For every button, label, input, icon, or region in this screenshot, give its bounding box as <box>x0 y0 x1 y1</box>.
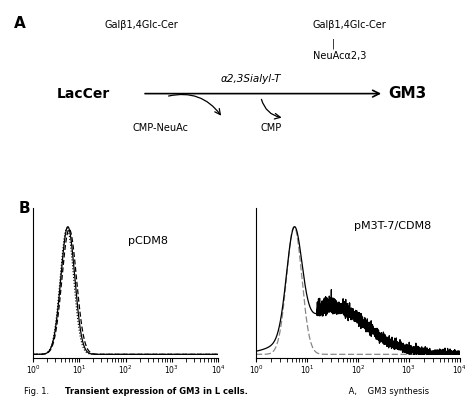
Text: Galβ1,4Glc-Cer: Galβ1,4Glc-Cer <box>104 20 178 31</box>
Text: GM3: GM3 <box>389 86 427 101</box>
Text: |: | <box>332 39 335 49</box>
Text: α2,3Sialyl-T: α2,3Sialyl-T <box>221 74 282 84</box>
Text: B: B <box>19 201 31 217</box>
Text: GM3 synthesis: GM3 synthesis <box>365 387 429 396</box>
Text: Transient expression of GM3 in L cells.: Transient expression of GM3 in L cells. <box>62 387 247 396</box>
Text: Galβ1,4Glc-Cer: Galβ1,4Glc-Cer <box>313 20 387 31</box>
Text: LacCer: LacCer <box>57 87 110 101</box>
Text: CMP: CMP <box>261 123 282 133</box>
Text: Fig. 1.: Fig. 1. <box>24 387 49 396</box>
Text: CMP-NeuAc: CMP-NeuAc <box>133 123 189 133</box>
Text: pCDM8: pCDM8 <box>128 236 168 246</box>
Text: A: A <box>14 16 26 31</box>
Text: NeuAcα2,3: NeuAcα2,3 <box>313 51 366 61</box>
Text: pM3T-7/CDM8: pM3T-7/CDM8 <box>354 221 431 231</box>
Text: A,: A, <box>346 387 357 396</box>
